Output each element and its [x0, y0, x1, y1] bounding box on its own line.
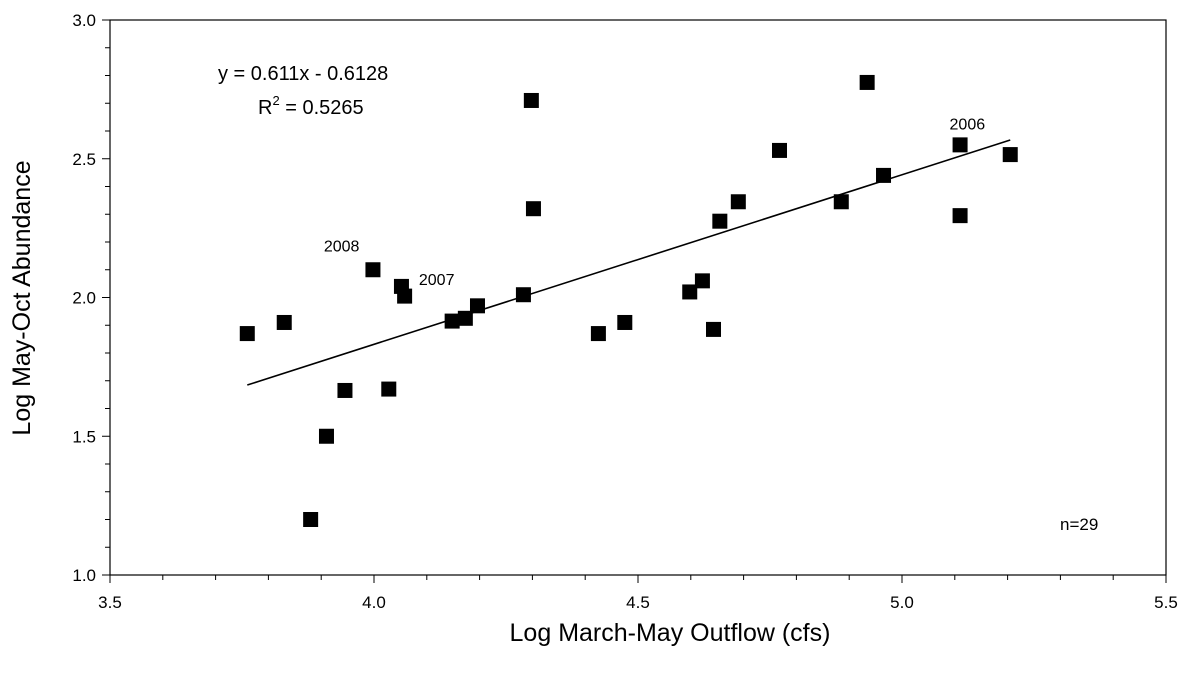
regression-equation: y = 0.611x - 0.6128: [218, 63, 388, 85]
r-squared-value: = 0.5265: [280, 97, 364, 119]
y-axis: 1.0 1.5 2.0 2.5 3.0: [72, 11, 110, 585]
data-point: [859, 74, 875, 90]
data-point: [952, 208, 968, 224]
sample-size-label: n=29: [1060, 515, 1098, 534]
y-tick-label: 2.5: [72, 150, 96, 169]
year-label: 2008: [324, 239, 360, 256]
x-tick-label: 4.0: [362, 593, 386, 612]
data-point: [337, 382, 353, 398]
data-point: [457, 310, 473, 326]
data-point: [682, 284, 698, 300]
data-point: [833, 194, 849, 210]
data-point: [469, 298, 485, 314]
data-point: [318, 428, 334, 444]
data-point: [706, 321, 722, 337]
r-squared-label: R2 = 0.5265: [258, 93, 364, 119]
year-label: 2007: [419, 272, 455, 289]
x-tick-label: 3.5: [98, 593, 122, 612]
data-point: [1002, 147, 1018, 163]
data-point: [952, 137, 968, 153]
data-point: [365, 262, 381, 278]
data-point: [712, 213, 728, 229]
data-point: [694, 273, 710, 289]
x-axis-title: Log March-May Outflow (cfs): [510, 619, 831, 647]
data-point: [444, 313, 460, 329]
data-point: [523, 92, 539, 108]
data-points: [239, 74, 1018, 527]
x-axis: 3.5 4.0 4.5 5.0 5.5: [98, 575, 1178, 612]
data-point: [617, 314, 633, 330]
y-tick-label: 1.5: [72, 427, 96, 446]
data-point: [381, 381, 397, 397]
x-tick-label: 5.0: [890, 593, 914, 612]
year-labels: 2008 2007 2006: [324, 117, 985, 289]
data-point: [525, 201, 541, 217]
data-point: [772, 142, 788, 158]
x-tick-label: 5.5: [1154, 593, 1178, 612]
year-label: 2006: [950, 117, 986, 134]
y-tick-label: 2.0: [72, 289, 96, 308]
trendline: [247, 139, 1011, 386]
y-tick-label: 3.0: [72, 11, 96, 30]
data-point: [303, 512, 319, 527]
data-point: [730, 194, 746, 210]
r-squared-exponent: 2: [272, 93, 279, 108]
x-tick-label: 4.5: [626, 593, 650, 612]
y-tick-label: 1.0: [72, 566, 96, 585]
data-point: [876, 167, 892, 183]
y-axis-title: Log May-Oct Abundance: [8, 160, 36, 435]
data-point: [590, 326, 606, 342]
r-squared-symbol: R: [258, 97, 272, 119]
data-point: [276, 314, 292, 330]
data-point: [515, 287, 531, 303]
data-point: [239, 326, 255, 342]
data-point: [397, 288, 413, 304]
